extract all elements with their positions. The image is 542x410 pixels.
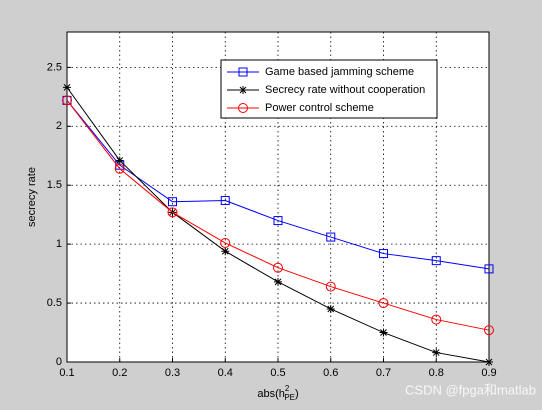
- x-tick-label: 0.9: [481, 367, 496, 379]
- marker: [115, 156, 124, 165]
- x-tick-label: 0.4: [218, 367, 233, 379]
- y-axis-label: secrecy rate: [26, 167, 38, 227]
- marker: [325, 281, 336, 292]
- legend-marker: [238, 103, 248, 113]
- x-tick-label: 0.1: [59, 367, 74, 379]
- marker: [432, 348, 441, 357]
- marker: [168, 197, 177, 207]
- y-tick-label: 2: [56, 120, 62, 132]
- series-line: [66, 100, 490, 331]
- marker: [221, 247, 230, 256]
- x-tick-label: 0.8: [429, 367, 444, 379]
- legend-marker: [239, 86, 247, 94]
- marker: [273, 216, 283, 226]
- marker: [326, 304, 335, 313]
- y-tick-label: 1: [56, 238, 62, 250]
- marker: [484, 325, 494, 336]
- y-tick-label: 0.5: [47, 297, 62, 309]
- x-axis-label: abs(h2 PE): [257, 384, 298, 402]
- marker: [167, 207, 178, 218]
- x-tick-label: 0.2: [112, 367, 127, 379]
- legend-label: Game based jamming scheme: [265, 66, 414, 78]
- legend-label: Power control scheme: [265, 102, 374, 114]
- x-tick-label: 0.7: [376, 367, 391, 379]
- x-label-part: 2: [285, 384, 290, 393]
- x-tick-label: 0.3: [165, 367, 180, 379]
- marker: [431, 256, 441, 266]
- legend-label: Secrecy rate without cooperation: [265, 84, 425, 96]
- marker: [114, 163, 125, 174]
- marker: [62, 95, 72, 106]
- marker: [220, 237, 231, 248]
- marker: [220, 196, 230, 206]
- marker: [63, 83, 71, 92]
- marker: [378, 298, 389, 309]
- x-label-part: ): [295, 388, 299, 400]
- y-tick-label: 2.5: [47, 61, 62, 73]
- y-tick-label: 1.5: [47, 179, 62, 191]
- legend-marker: [238, 67, 248, 77]
- marker: [273, 262, 283, 273]
- y-tick-label: 0: [56, 356, 62, 368]
- x-tick-label: 0.5: [270, 367, 285, 379]
- marker: [484, 264, 494, 274]
- marker: [379, 328, 388, 337]
- marker: [274, 277, 282, 286]
- marker: [431, 314, 442, 325]
- marker: [485, 358, 493, 366]
- x-tick-label: 0.6: [323, 367, 338, 379]
- x-label-part: abs(h: [257, 388, 285, 400]
- axes-box: [66, 31, 490, 363]
- marker: [379, 249, 388, 259]
- marker: [326, 232, 336, 242]
- watermark: CSDN @fpga和matlab: [405, 382, 536, 397]
- x-label-part: PE: [284, 393, 295, 402]
